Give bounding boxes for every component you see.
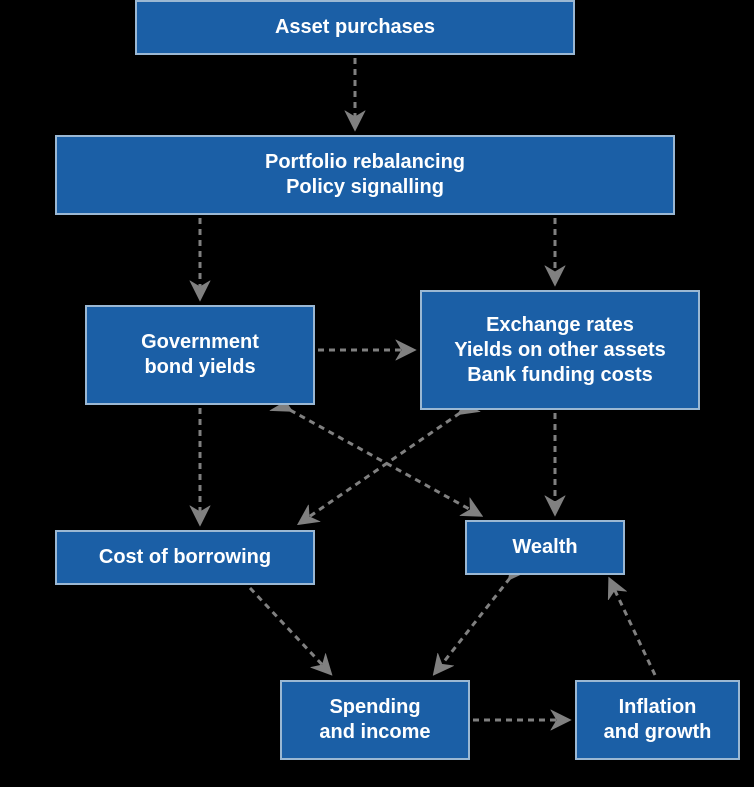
node-gov: Governmentbond yields [85, 305, 315, 405]
node-spend-line-0: Spending [329, 695, 420, 720]
node-wealth: Wealth [465, 520, 625, 575]
flowchart-stage: Asset purchases Portfolio rebalancingPoli… [0, 0, 754, 787]
node-spend: Spendingand income [280, 680, 470, 760]
node-portfolio-line-1: Policy signalling [286, 175, 444, 200]
node-exch-line-1: Yields on other assets [454, 338, 666, 363]
node-exch-line-0: Exchange rates [486, 313, 634, 338]
node-wealth-line-0: Wealth [512, 535, 577, 560]
node-cost: Cost of borrowing [55, 530, 315, 585]
node-cost-line-0: Cost of borrowing [99, 545, 271, 570]
node-exch: Exchange ratesYields on other assetsBank… [420, 290, 700, 410]
edge-cost-to-spend [250, 588, 330, 673]
node-asset: Asset purchases [135, 0, 575, 55]
node-gov-line-1: bond yields [144, 355, 255, 380]
node-asset-line-0: Asset purchases [275, 15, 435, 40]
node-inflation-line-1: and growth [604, 720, 712, 745]
node-exch-line-2: Bank funding costs [467, 363, 653, 388]
node-inflation-line-0: Inflation [619, 695, 697, 720]
edge-wealth-to-spend [435, 578, 510, 673]
edge-exch-to-cost [300, 413, 460, 523]
edge-gov-to-wealth [290, 410, 480, 515]
node-portfolio: Portfolio rebalancingPolicy signalling [55, 135, 675, 215]
node-spend-line-1: and income [319, 720, 430, 745]
edge-inflation-to-wealth [610, 580, 655, 675]
node-portfolio-line-0: Portfolio rebalancing [265, 150, 465, 175]
node-inflation: Inflationand growth [575, 680, 740, 760]
node-gov-line-0: Government [141, 330, 259, 355]
